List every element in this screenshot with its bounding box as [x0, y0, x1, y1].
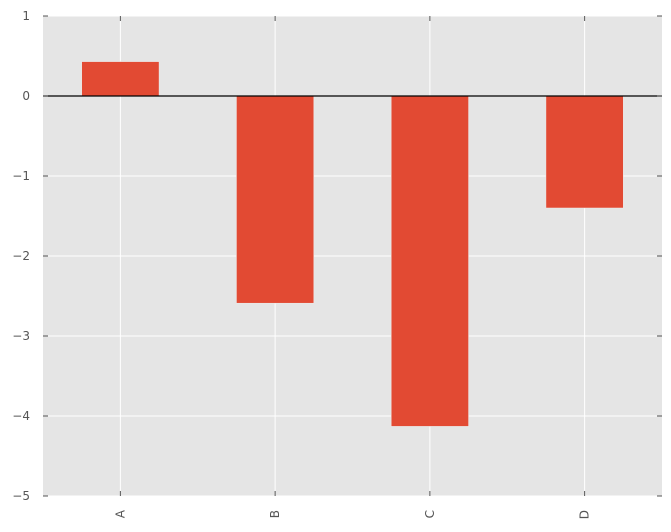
x-tick-label: B — [268, 510, 282, 518]
x-tick-label: A — [113, 509, 127, 518]
y-tick-label: −5 — [12, 489, 30, 503]
y-axis: 1 0 −1 −2 −3 −4 −5 — [12, 9, 662, 503]
y-tick-label: −2 — [12, 249, 30, 263]
y-tick-label: −1 — [12, 169, 30, 183]
bars — [81, 61, 624, 427]
x-axis: A B C D — [113, 16, 592, 519]
y-tick-label: −4 — [12, 409, 30, 423]
y-tick-label: 0 — [22, 89, 30, 103]
x-tick-label: D — [578, 510, 592, 519]
x-tick-label: C — [423, 510, 437, 518]
bar-D — [545, 95, 624, 209]
y-tick-label: 1 — [22, 9, 30, 23]
y-tick-label: −3 — [12, 329, 30, 343]
bar-C — [390, 95, 469, 427]
bar-A — [81, 61, 160, 97]
bar-B — [236, 95, 315, 304]
